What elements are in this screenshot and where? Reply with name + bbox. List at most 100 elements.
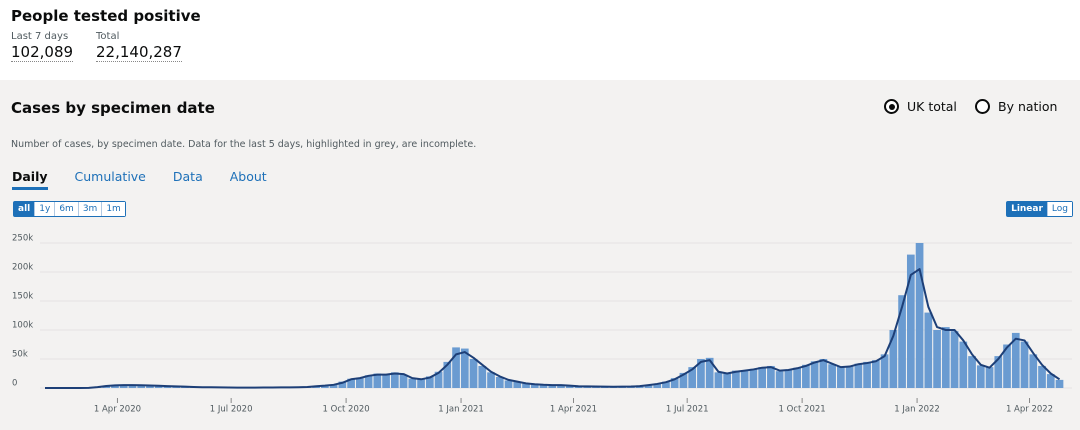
- x-tick-label: 1 Apr 2022: [1006, 405, 1053, 415]
- x-tick-label: 1 Apr 2020: [94, 405, 141, 415]
- range-button[interactable]: all: [14, 202, 35, 216]
- page-title: People tested positive: [11, 7, 201, 25]
- bar: [933, 330, 941, 388]
- bar: [487, 372, 495, 388]
- bar: [740, 370, 749, 388]
- bar: [985, 367, 994, 388]
- range-button[interactable]: 3m: [77, 202, 102, 216]
- bar: [705, 357, 714, 388]
- bar: [714, 372, 723, 388]
- scale-button[interactable]: Linear: [1007, 202, 1047, 216]
- bar: [408, 378, 417, 388]
- bar: [959, 341, 968, 388]
- bar: [321, 385, 329, 388]
- bar: [950, 331, 959, 388]
- bar: [889, 330, 898, 388]
- bar: [810, 361, 819, 388]
- y-tick-label: 50k: [12, 350, 28, 360]
- radio-option[interactable]: By nation: [975, 99, 1057, 114]
- bar: [434, 371, 443, 388]
- bar: [146, 385, 154, 388]
- bar: [767, 365, 775, 388]
- bar: [845, 365, 854, 388]
- range-button[interactable]: 1m: [101, 202, 125, 216]
- y-tick-label: 0: [12, 379, 17, 389]
- bar: [460, 348, 469, 388]
- bar: [399, 374, 408, 388]
- bar: [670, 378, 679, 388]
- bar: [906, 254, 915, 388]
- metric-label: Total: [96, 31, 120, 42]
- bar: [688, 367, 697, 388]
- radio[interactable]: [884, 99, 899, 114]
- y-tick-label: 250k: [12, 234, 33, 244]
- x-tick-label: 1 Jan 2022: [894, 405, 940, 415]
- bar: [513, 381, 522, 388]
- bar: [1055, 379, 1064, 388]
- bar: [522, 383, 530, 388]
- range-button[interactable]: 1y: [34, 202, 55, 216]
- bar: [478, 365, 487, 388]
- bar: [924, 312, 933, 388]
- bar: [871, 360, 880, 388]
- bar: [119, 384, 128, 388]
- tab[interactable]: Cumulative: [74, 169, 146, 184]
- tab[interactable]: Data: [172, 169, 203, 184]
- bar: [128, 385, 137, 388]
- tab[interactable]: Daily: [12, 169, 48, 190]
- bar: [1011, 332, 1020, 388]
- metric-value: 22,140,287: [96, 43, 182, 62]
- chart: 0 50k 100k 150k 200k 250k 1 Apr 2020 1 Jul 2020…: [12, 234, 1072, 415]
- x-tick-label: 1 Jan 2021: [438, 405, 484, 415]
- bar: [1038, 365, 1046, 388]
- bar: [557, 385, 565, 388]
- radio[interactable]: [975, 99, 990, 114]
- bar: [495, 376, 504, 388]
- bar: [697, 359, 705, 388]
- tab[interactable]: About: [229, 169, 267, 184]
- card-title: Cases by specimen date: [11, 99, 215, 117]
- bar: [154, 385, 163, 388]
- metric-label: Last 7 days: [11, 31, 69, 42]
- bar: [425, 376, 434, 388]
- bar: [1029, 354, 1038, 388]
- bar: [854, 363, 863, 388]
- bar: [653, 383, 662, 388]
- range-buttons: all 1y 6m 3m 1m: [13, 201, 126, 217]
- x-tick-label: 1 Oct 2021: [779, 405, 826, 415]
- radio-option[interactable]: UK total: [884, 99, 957, 114]
- x-tick-label: 1 Apr 2021: [550, 405, 597, 415]
- bar: [137, 385, 146, 388]
- bar: [662, 381, 670, 388]
- bar: [548, 384, 557, 388]
- bar: [837, 366, 845, 388]
- y-tick-label: 200k: [12, 263, 33, 273]
- bar: [723, 372, 732, 388]
- bar: [828, 364, 836, 388]
- scale-buttons: Linear Log: [1006, 201, 1073, 217]
- average-line: [45, 268, 1061, 389]
- bar: [504, 380, 513, 388]
- bar: [994, 356, 1003, 388]
- bar: [915, 243, 924, 388]
- bar: [111, 384, 119, 388]
- range-button[interactable]: 6m: [54, 202, 78, 216]
- tabs: Daily Cumulative Data About: [12, 169, 267, 190]
- bar: [443, 361, 452, 388]
- bar: [941, 327, 950, 388]
- radio-label: UK total: [907, 99, 957, 114]
- bar: [749, 368, 758, 388]
- scale-button[interactable]: Log: [1046, 202, 1072, 216]
- bar: [1020, 341, 1029, 388]
- bar: [758, 367, 766, 388]
- bar: [364, 375, 373, 388]
- bar: [373, 373, 382, 388]
- bar: [819, 359, 828, 388]
- bar: [382, 374, 390, 388]
- bar: [390, 372, 399, 388]
- bar: [644, 384, 653, 388]
- x-tick-label: 1 Jul 2020: [210, 405, 253, 415]
- bar: [863, 361, 871, 388]
- bar: [793, 367, 801, 388]
- bar: [784, 369, 793, 388]
